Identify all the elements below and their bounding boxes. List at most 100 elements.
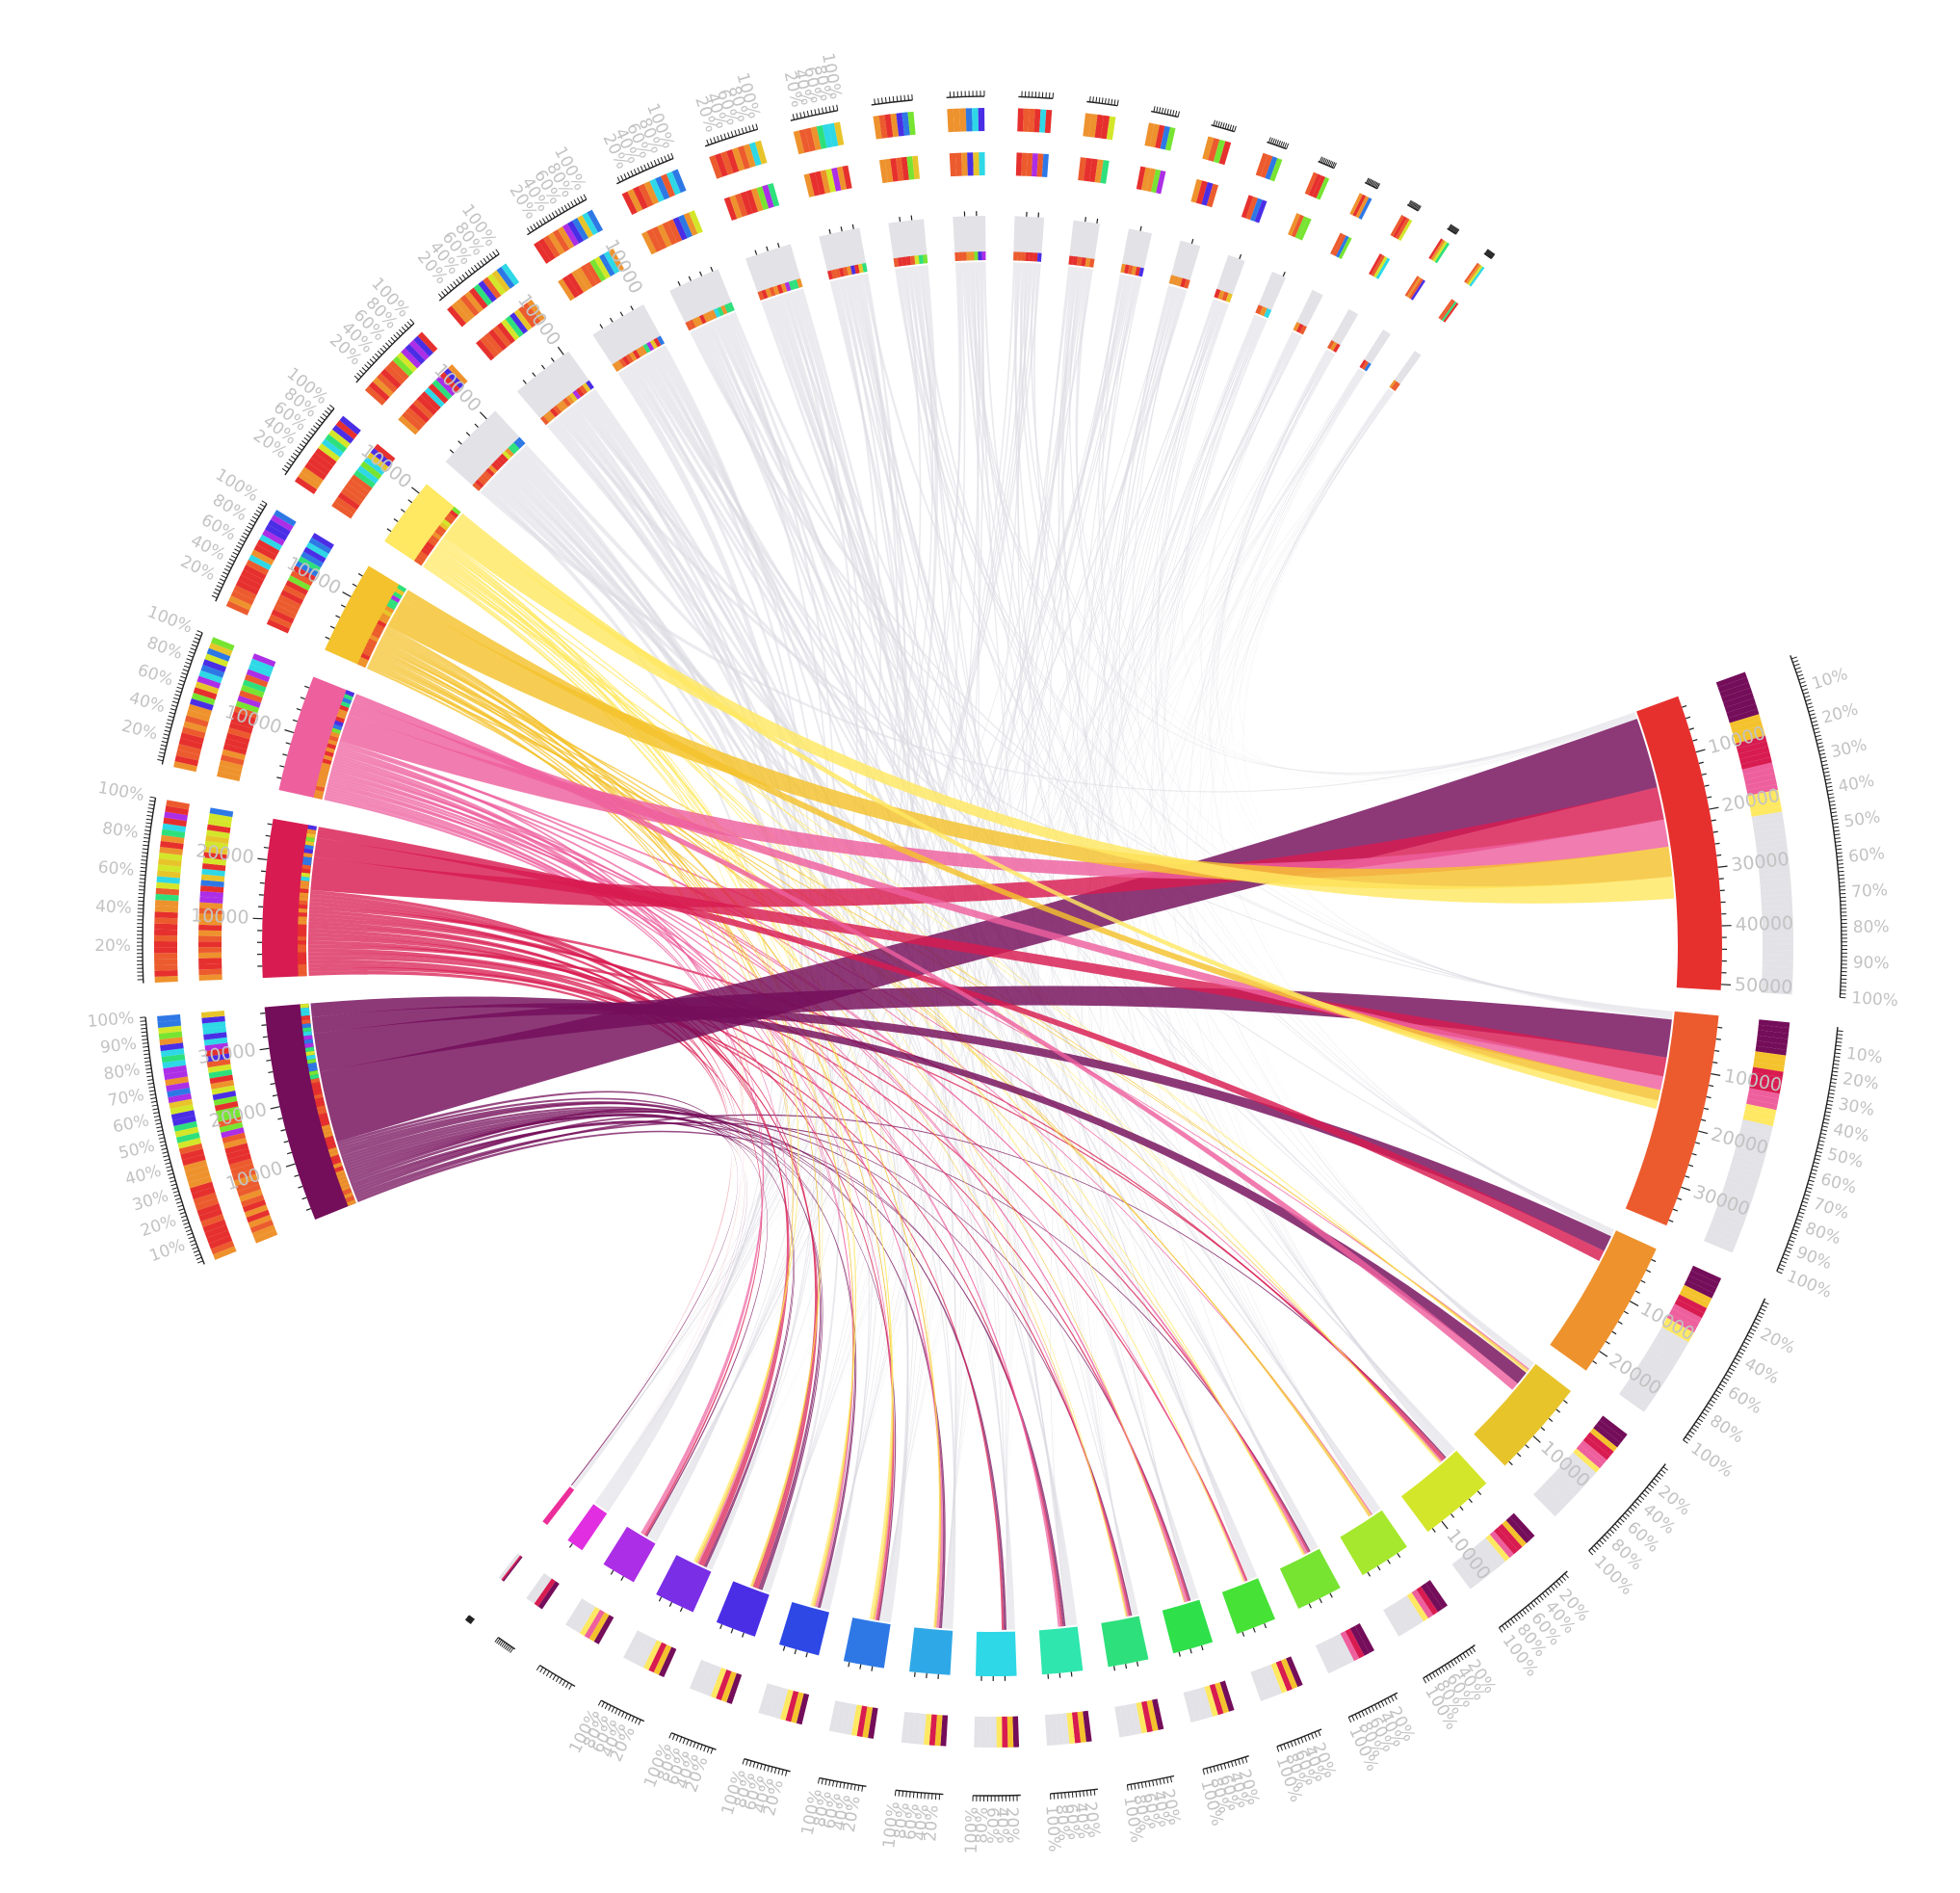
sector-T8[interactable] (1221, 1578, 1275, 1635)
target-composition-track (1209, 1683, 1224, 1716)
pct-tick (741, 127, 745, 134)
sector-stripe (962, 251, 967, 261)
pct-tick (1806, 702, 1813, 705)
sector-tick (1241, 1631, 1245, 1637)
sector-T20[interactable] (542, 1486, 575, 1526)
target-composition-track (940, 1715, 949, 1747)
sector-T5[interactable] (1400, 1450, 1487, 1533)
pct-tick (141, 863, 147, 865)
sector-T3[interactable] (1550, 1230, 1657, 1371)
major-ribbon (348, 701, 1663, 1091)
pct-tick (1333, 162, 1337, 169)
pct-tick (1789, 1239, 1795, 1243)
sector-tick (1672, 1208, 1678, 1212)
sector-S12[interactable] (888, 219, 928, 268)
sector-S16[interactable] (1120, 228, 1153, 277)
sector-S4[interactable] (325, 565, 407, 669)
sector-T13[interactable] (909, 1627, 954, 1675)
source-spectrum-track-outer (193, 687, 218, 700)
sector-T11[interactable] (1038, 1626, 1084, 1675)
source-spectrum-track-outer (1312, 175, 1326, 198)
pct-tick (1719, 1383, 1726, 1388)
sector-S5[interactable] (384, 484, 461, 566)
pct-tick (162, 737, 169, 740)
sector-tick (282, 753, 288, 756)
pct-tick (538, 220, 543, 225)
source-spectrum-track-inner (222, 749, 246, 761)
sector-tick (260, 870, 267, 873)
sector-S13[interactable] (953, 216, 986, 262)
sector-S21[interactable] (1327, 308, 1359, 354)
pct-tick (1219, 1764, 1223, 1771)
target-composition-track (1759, 872, 1790, 881)
target-composition-track (1762, 944, 1793, 951)
source-spectrum-track-outer (154, 976, 178, 984)
source-spectrum-track-outer (1467, 265, 1483, 286)
sector-tick (1651, 1258, 1657, 1263)
sector-S3[interactable] (278, 676, 355, 800)
pct-tick (1831, 1074, 1838, 1077)
pct-tick (1831, 815, 1838, 818)
sector-S7[interactable] (516, 351, 594, 426)
sector-T4[interactable] (1474, 1363, 1571, 1466)
sector-S14[interactable] (1013, 216, 1045, 262)
sector-stripe (302, 1027, 312, 1033)
sector-tick (1682, 705, 1687, 708)
sector-T10[interactable] (1101, 1616, 1149, 1668)
pct-tick (160, 1144, 167, 1147)
source-spectrum-track-inner (222, 744, 248, 755)
sector-S15[interactable] (1068, 220, 1100, 268)
sector-tick (1085, 217, 1086, 223)
source-spectrum-track-outer (173, 1120, 198, 1132)
pct-axis-line (1151, 110, 1179, 118)
source-spectrum-track-inner (1440, 300, 1455, 321)
sector-T12[interactable] (975, 1631, 1017, 1676)
sector-T19[interactable] (567, 1504, 608, 1551)
source-spectrum-track-outer (154, 934, 178, 942)
pct-tick (530, 225, 535, 231)
sector-S23[interactable] (1389, 351, 1422, 391)
target-composition-track (996, 1716, 1003, 1748)
source-spectrum-track-inner (198, 941, 222, 948)
sector-T17[interactable] (656, 1555, 712, 1613)
target-composition-track (1661, 1322, 1692, 1343)
sector-stripe (853, 264, 860, 275)
pct-tick (1166, 1777, 1169, 1784)
pct-tick (1805, 698, 1812, 702)
source-spectrum-track-inner (212, 1090, 237, 1101)
pct-tick (297, 446, 303, 451)
sector-stripe (301, 1023, 311, 1029)
sector-T6[interactable] (1340, 1510, 1407, 1576)
target-composition-track (1747, 1092, 1779, 1105)
sector-stripe (434, 528, 444, 538)
target-pct-label: 80% (1803, 1219, 1843, 1249)
pct-tick (1721, 1380, 1728, 1384)
sector-T1[interactable] (1636, 696, 1722, 990)
sector-T2[interactable] (1625, 1011, 1719, 1226)
sector-S6[interactable] (445, 410, 526, 491)
sector-T16[interactable] (716, 1581, 770, 1637)
pct-tick (1089, 1789, 1092, 1797)
sector-T15[interactable] (778, 1602, 829, 1656)
pct-tick (1802, 688, 1809, 692)
pct-tick (1522, 1609, 1527, 1615)
pct-tick (1163, 108, 1166, 115)
sector-S20[interactable] (1293, 289, 1323, 335)
sector-stripe (328, 1150, 339, 1158)
sector-T9[interactable] (1162, 1599, 1214, 1654)
pct-tick (548, 214, 553, 220)
sector-S8[interactable] (592, 303, 666, 372)
target-pct-label: 40% (1741, 1354, 1783, 1389)
sector-T14[interactable] (843, 1617, 891, 1669)
sector-T18[interactable] (603, 1526, 656, 1583)
source-spectrum-track-outer (1465, 264, 1481, 284)
pct-tick (1824, 1115, 1831, 1117)
sector-T7[interactable] (1279, 1548, 1341, 1609)
source-spectrum-track-inner (221, 1127, 245, 1139)
source-spectrum-track-inner (1036, 153, 1044, 177)
target-composition-track (1737, 741, 1768, 754)
source-spectrum-track-inner (1151, 169, 1162, 194)
sector-S22[interactable] (1359, 329, 1391, 372)
sector-stripe (343, 694, 353, 701)
pct-tick (643, 164, 647, 171)
